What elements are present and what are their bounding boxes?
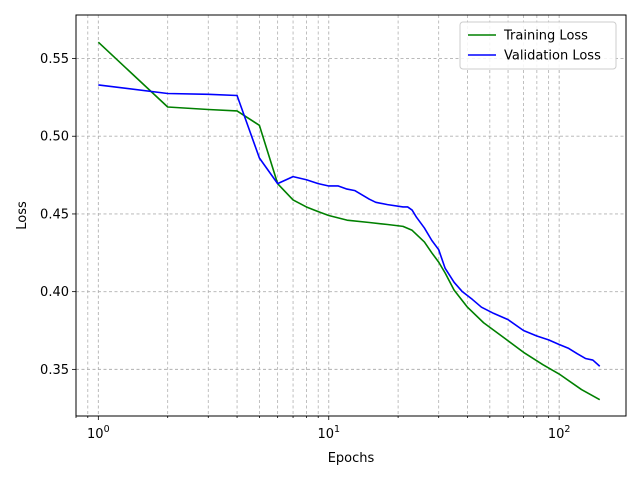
axis-ticks: 100 101 102 0.35 0.40 0.45 0.50 0.55 (40, 52, 570, 442)
y-tick-label: 0.40 (40, 285, 69, 300)
y-tick-label: 0.55 (40, 52, 69, 67)
legend: Training Loss Validation Loss (459, 21, 617, 70)
y-tick-label: 0.45 (40, 207, 69, 222)
series-lines (97, 41, 601, 401)
y-axis-label: Loss (15, 201, 30, 230)
legend-label: Training Loss (503, 29, 588, 44)
plot-frame (75, 14, 627, 417)
y-tick-label: 0.50 (40, 130, 69, 145)
x-tick-label: 100 (87, 424, 110, 442)
legend-box (459, 21, 617, 70)
legend-label: Validation Loss (504, 49, 601, 64)
grid (75, 15, 626, 416)
x-tick-label: 101 (317, 424, 340, 442)
x-tick-label: 102 (548, 424, 571, 442)
series-line-validation-loss (98, 84, 601, 367)
y-tick-label: 0.35 (40, 363, 69, 378)
x-axis-label: Epochs (328, 451, 375, 466)
series-line-training-loss (97, 41, 601, 401)
